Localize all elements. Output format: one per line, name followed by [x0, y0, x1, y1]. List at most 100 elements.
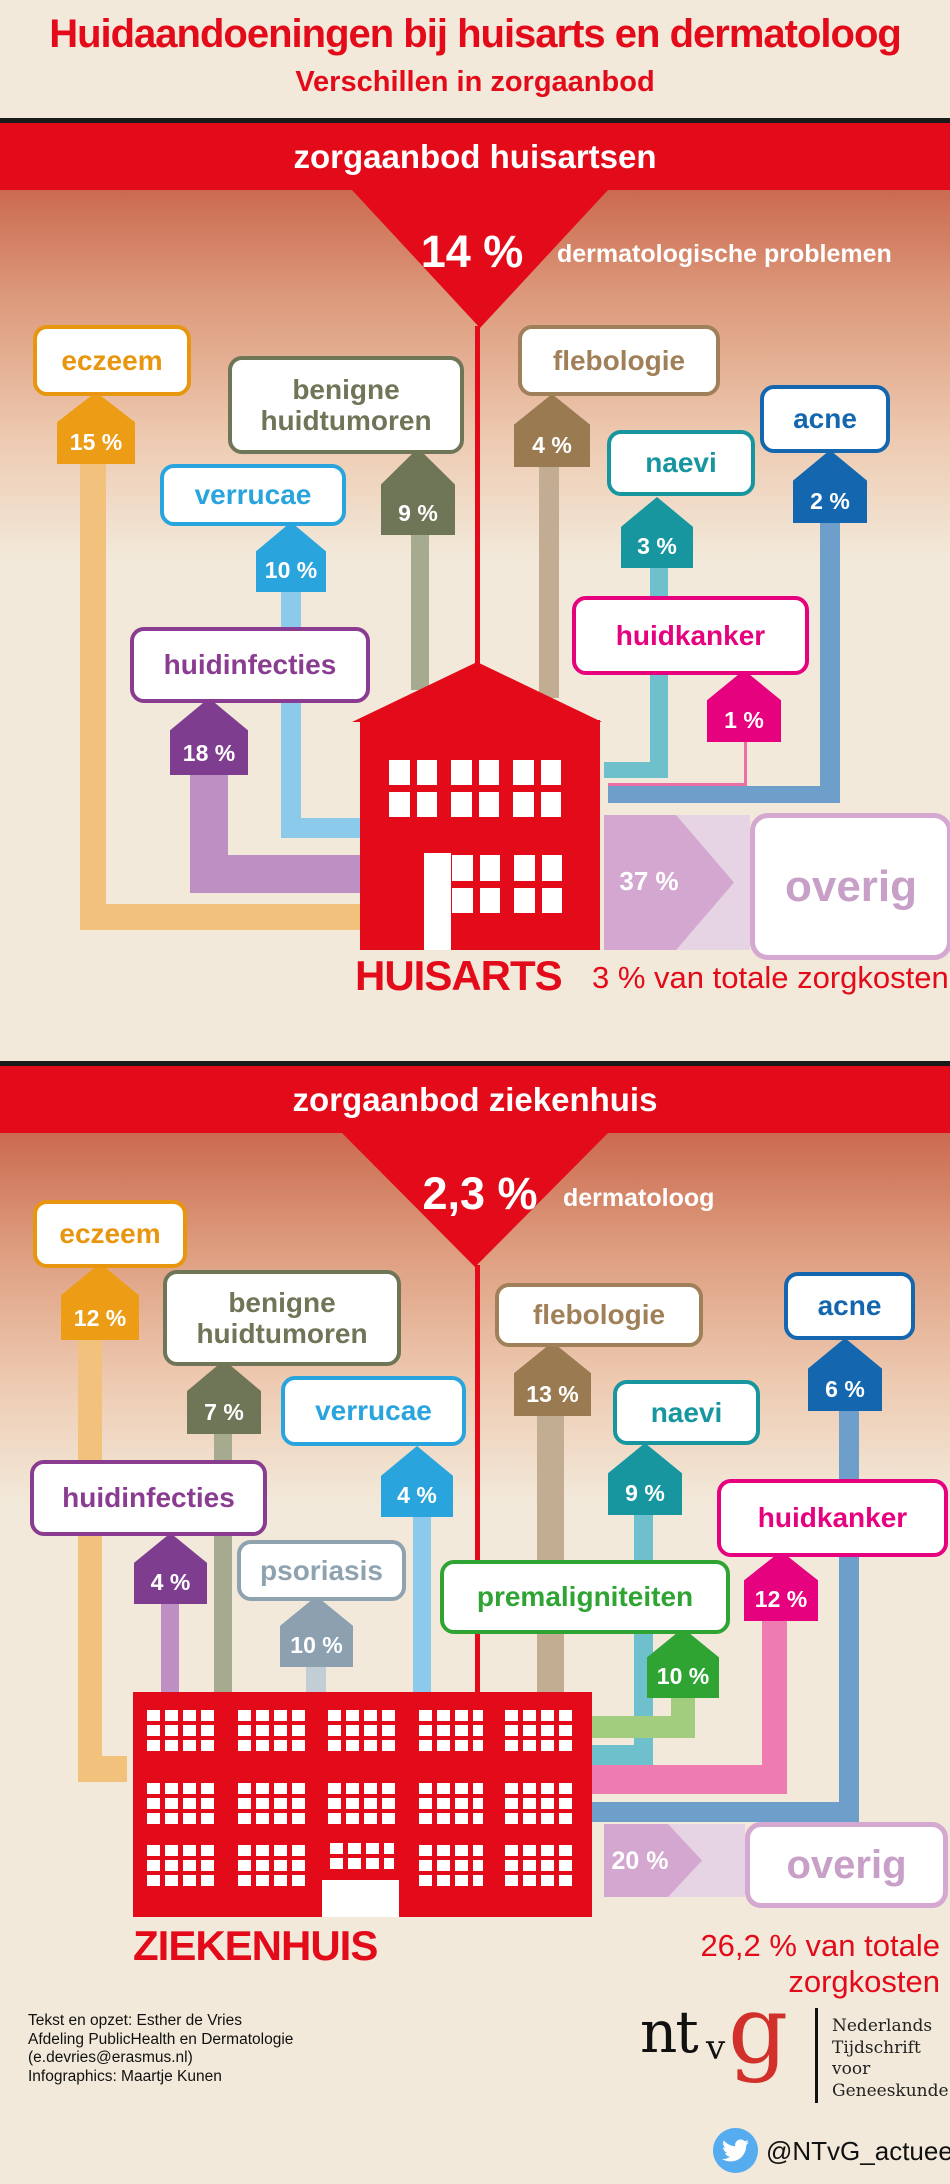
- acne-stem-elbow: [592, 1802, 859, 1822]
- verrucae-label: verrucae: [281, 1376, 466, 1446]
- twitter-handle[interactable]: @NTvG_actueel: [766, 2136, 950, 2166]
- funnel-label: dermatoloog: [563, 1184, 715, 1212]
- benigne-huidtumoren-stem: [411, 533, 429, 690]
- overig-arrow: [604, 815, 676, 950]
- eczeem-stem: [78, 1338, 102, 1782]
- huidinfecties-label: huidinfecties: [130, 627, 370, 703]
- logo-name-text: Nederlands Tijdschrift voor Geneeskunde: [832, 2016, 949, 2101]
- building-window: [147, 1710, 217, 1755]
- page-title: Huidaandoeningen bij huisarts en dermato…: [49, 12, 902, 56]
- huidkanker-stem: [762, 1619, 787, 1794]
- huidinfecties-stem: [161, 1602, 179, 1693]
- building-window: [238, 1845, 308, 1890]
- funnel-percent: 14 %: [420, 226, 524, 277]
- divider-line: [0, 118, 950, 123]
- huidkanker-stem-elbow: [608, 783, 747, 786]
- building-window: [238, 1710, 308, 1755]
- huisarts-house: [360, 720, 600, 950]
- flebologie-stem: [539, 465, 559, 698]
- house-window: [451, 760, 499, 817]
- building-window: [328, 1783, 398, 1828]
- verrucae-stem: [413, 1515, 431, 1693]
- naevi-stem-elbow: [592, 1745, 653, 1765]
- premaligniteiten-arrow: 10 %: [647, 1628, 719, 1698]
- section-banner-ziekenhuis: zorgaanbod ziekenhuis: [0, 1066, 950, 1133]
- naevi-label: naevi: [607, 430, 755, 496]
- section-banner-huisartsen: zorgaanbod huisartsen: [0, 123, 950, 190]
- verrucae-stem-elbow: [281, 818, 360, 838]
- huidkanker-label: huidkanker: [717, 1479, 948, 1557]
- ntvg-logo: nt v g Nederlands Tijdschrift voor Genee…: [636, 1976, 949, 2110]
- verrucae-label: verrucae: [160, 464, 346, 526]
- facility-name-ziekenhuis: ZIEKENHUIS: [133, 1922, 378, 1969]
- funnel-label: dermatologische problemen: [557, 240, 892, 268]
- house-window: [452, 855, 500, 913]
- flebologie-stem: [537, 1414, 564, 1693]
- logo-v-letter: v: [706, 2028, 726, 2068]
- building-window: [328, 1710, 398, 1755]
- building-window: [238, 1783, 308, 1828]
- premaligniteiten-label: premaligniteiten: [440, 1560, 730, 1634]
- building-window: [147, 1783, 217, 1828]
- eczeem-stem-elbow: [80, 904, 360, 930]
- twitter-icon[interactable]: [713, 2128, 758, 2173]
- building-window: [505, 1783, 572, 1828]
- house-window: [513, 760, 561, 817]
- building-window: [505, 1845, 572, 1890]
- funnel-line: [475, 326, 480, 666]
- overig-arrow: [604, 1824, 668, 1897]
- overig-percent: 37 %: [619, 866, 679, 896]
- premaligniteiten-stem-elbow: [592, 1716, 695, 1738]
- facility-cost-note: 26,2 % van totale zorgkosten: [700, 1928, 940, 1999]
- flebologie-label: flebologie: [495, 1283, 703, 1347]
- logo-nt-letters: nt: [640, 1998, 699, 2066]
- huidkanker-stem-elbow: [592, 1765, 787, 1794]
- overig-label: overig: [745, 1822, 948, 1908]
- naevi-stem-elbow: [604, 762, 668, 778]
- huidkanker-stem: [744, 742, 747, 786]
- overig-percent: 20 %: [611, 1847, 669, 1875]
- psoriasis-arrow: 10 %: [280, 1596, 353, 1667]
- house-door: [424, 853, 451, 950]
- building-door: [322, 1880, 399, 1917]
- facility-cost-note: 3 % van totale zorgkosten: [592, 960, 949, 995]
- huidinfecties-stem-elbow: [190, 855, 360, 893]
- overig-label: overig: [750, 813, 950, 960]
- acne-label: acne: [760, 385, 890, 453]
- huidkanker-label: huidkanker: [572, 596, 809, 675]
- building-window: [330, 1843, 394, 1873]
- building-window: [147, 1845, 217, 1890]
- acne-stem: [839, 1409, 859, 1822]
- house-window: [389, 760, 437, 817]
- flebologie-label: flebologie: [518, 325, 720, 396]
- psoriasis-label: psoriasis: [237, 1540, 406, 1601]
- huidinfecties-arrow: 4 %: [134, 1533, 207, 1604]
- funnel-line: [475, 1265, 480, 1693]
- acne-label: acne: [784, 1272, 915, 1340]
- credits-text: Tekst en opzet: Esther de Vries Afdeling…: [28, 2012, 294, 2085]
- building-window: [419, 1783, 483, 1828]
- huisarts-house-roof: [352, 662, 602, 722]
- funnel-percent: 2,3 %: [422, 1168, 538, 1219]
- page-subtitle: Verschillen in zorgaanbod: [295, 66, 655, 98]
- huidkanker-arrow: 12 %: [744, 1551, 818, 1621]
- benigne-huidtumoren-label: benigne huidtumoren: [163, 1270, 401, 1366]
- huidinfecties-arrow: 18 %: [170, 698, 248, 775]
- building-window: [505, 1710, 572, 1755]
- eczeem-label: eczeem: [33, 325, 191, 396]
- eczeem-stem-elbow: [78, 1756, 127, 1782]
- eczeem-stem: [80, 462, 106, 930]
- building-window: [419, 1845, 483, 1890]
- benigne-huidtumoren-label: benigne huidtumoren: [228, 356, 464, 454]
- logo-divider: [815, 2008, 818, 2103]
- logo-g-letter: g: [728, 1976, 789, 2085]
- psoriasis-stem: [306, 1665, 326, 1693]
- acne-stem: [820, 521, 840, 803]
- house-window: [514, 855, 562, 913]
- huidinfecties-label: huidinfecties: [30, 1460, 267, 1536]
- huidkanker-arrow: 1 %: [707, 670, 781, 742]
- divider-line: [0, 1061, 950, 1066]
- building-window: [419, 1710, 483, 1755]
- eczeem-label: eczeem: [33, 1200, 187, 1268]
